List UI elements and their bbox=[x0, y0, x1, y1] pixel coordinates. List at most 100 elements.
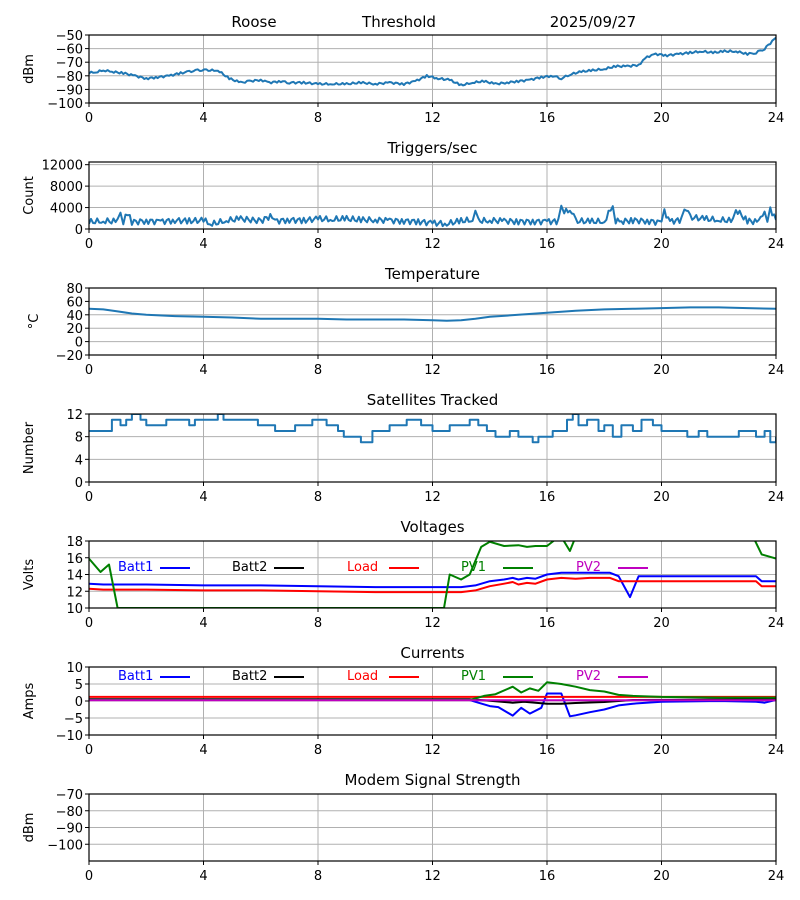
x-tick-label: 8 bbox=[314, 363, 322, 378]
chart-title: Triggers/sec bbox=[387, 139, 478, 157]
y-tick-label: −90 bbox=[56, 83, 83, 98]
x-tick-label: 20 bbox=[653, 869, 670, 884]
axes-frame bbox=[88, 287, 777, 356]
x-tick-label: 16 bbox=[539, 363, 556, 378]
legend-label-load: Load bbox=[347, 560, 378, 575]
panel-signal: dBm 0 4 8 12 16 20 24 −100−90−80−70−60−50 bbox=[22, 29, 784, 126]
x-tick-label: 16 bbox=[539, 616, 556, 631]
series-temperature bbox=[89, 306, 776, 322]
y-tick-label: 8 bbox=[75, 431, 83, 446]
x-tick-label: 24 bbox=[768, 111, 785, 126]
x-tick-label: 24 bbox=[768, 363, 785, 378]
legend-label-load: Load bbox=[347, 669, 378, 684]
y-tick-label: 5 bbox=[75, 678, 83, 693]
x-tick-label: 16 bbox=[539, 111, 556, 126]
y-tick-label: 12 bbox=[66, 408, 83, 423]
x-tick-label: 8 bbox=[314, 237, 322, 252]
y-tick-label: 0 bbox=[75, 223, 83, 238]
x-tick-label: 0 bbox=[85, 869, 93, 884]
x-tick-label: 12 bbox=[424, 743, 441, 758]
y-axis-label: dBm bbox=[22, 813, 37, 843]
x-tick-label: 24 bbox=[768, 616, 785, 631]
x-tick-label: 12 bbox=[424, 237, 441, 252]
series-triggers bbox=[89, 204, 776, 228]
axes-frame bbox=[88, 793, 777, 862]
chart-title: Temperature bbox=[384, 265, 480, 283]
y-tick-label: 4 bbox=[75, 453, 83, 468]
x-tick-label: 12 bbox=[424, 616, 441, 631]
x-tick-label: 4 bbox=[199, 490, 207, 505]
y-axis-label: Number bbox=[22, 421, 37, 474]
series-load bbox=[89, 576, 776, 594]
x-tick-label: 16 bbox=[539, 869, 556, 884]
x-tick-label: 0 bbox=[85, 363, 93, 378]
series-pv1 bbox=[89, 541, 776, 608]
legend-label-batt1: Batt1 bbox=[118, 560, 153, 575]
y-tick-label: −20 bbox=[56, 349, 83, 364]
y-tick-label: 10 bbox=[66, 661, 83, 676]
y-tick-label: 4000 bbox=[50, 202, 83, 217]
x-tick-label: 0 bbox=[85, 237, 93, 252]
x-tick-label: 8 bbox=[314, 111, 322, 126]
chart-title: Modem Signal Strength bbox=[345, 771, 521, 789]
x-tick-label: 20 bbox=[653, 743, 670, 758]
y-axis-label: Count bbox=[22, 176, 37, 215]
panel-satellites: Satellites Tracked Number 0 4 8 12 16 20 24 0 4 8 12 bbox=[22, 391, 784, 505]
axes-frame bbox=[88, 161, 777, 230]
y-tick-label: −80 bbox=[56, 805, 83, 820]
x-tick-label: 8 bbox=[314, 616, 322, 631]
y-tick-label: 14 bbox=[66, 569, 83, 584]
x-tick-label: 0 bbox=[85, 743, 93, 758]
y-tick-label: 0 bbox=[75, 336, 83, 351]
y-tick-label: 0 bbox=[75, 476, 83, 491]
x-tick-label: 4 bbox=[199, 616, 207, 631]
x-tick-label: 24 bbox=[768, 743, 785, 758]
mode-label: Threshold bbox=[361, 13, 436, 31]
x-tick-label: 4 bbox=[199, 237, 207, 252]
y-tick-label: 16 bbox=[66, 552, 83, 567]
series-batt1 bbox=[89, 571, 776, 599]
y-tick-label: −60 bbox=[56, 43, 83, 58]
x-tick-label: 12 bbox=[424, 363, 441, 378]
x-tick-label: 24 bbox=[768, 869, 785, 884]
series-satellites bbox=[89, 414, 776, 444]
y-axis-label: dBm bbox=[22, 54, 37, 84]
axes-frame bbox=[88, 34, 777, 104]
axes-frame bbox=[88, 540, 777, 609]
x-tick-label: 16 bbox=[539, 237, 556, 252]
x-tick-label: 20 bbox=[653, 363, 670, 378]
panel-triggers: Triggers/sec Count 0 4 8 12 16 20 24 0 4000 8000 120… bbox=[22, 139, 784, 252]
y-axis-label: Amps bbox=[22, 682, 37, 719]
x-tick-label: 8 bbox=[314, 490, 322, 505]
legend-label-pv1: PV1 bbox=[461, 669, 486, 684]
figure-header: Roose Threshold 2025/09/27 bbox=[231, 13, 636, 31]
x-tick-label: 4 bbox=[199, 363, 207, 378]
x-tick-label: 20 bbox=[653, 490, 670, 505]
x-tick-label: 0 bbox=[85, 616, 93, 631]
x-tick-label: 24 bbox=[768, 490, 785, 505]
axes-frame bbox=[88, 666, 777, 736]
x-tick-label: 4 bbox=[199, 111, 207, 126]
y-tick-label: −80 bbox=[56, 70, 83, 85]
date-label: 2025/09/27 bbox=[550, 13, 636, 31]
legend-label-pv2: PV2 bbox=[576, 560, 601, 575]
y-tick-label: 80 bbox=[66, 282, 83, 297]
legend-label-batt2: Batt2 bbox=[232, 669, 267, 684]
y-tick-label: 60 bbox=[66, 295, 83, 310]
y-tick-label: 0 bbox=[75, 695, 83, 710]
y-tick-label: −70 bbox=[56, 788, 83, 803]
x-tick-label: 24 bbox=[768, 237, 785, 252]
panel-currents: Currents Amps 0 4 8 12 16 20 24 −10 −5 0 5 10 Batt1 Bat… bbox=[22, 644, 784, 758]
chart-title: Currents bbox=[400, 644, 464, 662]
y-tick-label: 8000 bbox=[50, 180, 83, 195]
x-tick-label: 12 bbox=[424, 490, 441, 505]
y-tick-label: −50 bbox=[56, 29, 83, 44]
y-tick-label: 10 bbox=[66, 602, 83, 617]
y-axis-label: °C bbox=[27, 314, 42, 330]
y-axis-label: Volts bbox=[22, 559, 37, 591]
x-tick-label: 20 bbox=[653, 616, 670, 631]
x-tick-label: 8 bbox=[314, 869, 322, 884]
